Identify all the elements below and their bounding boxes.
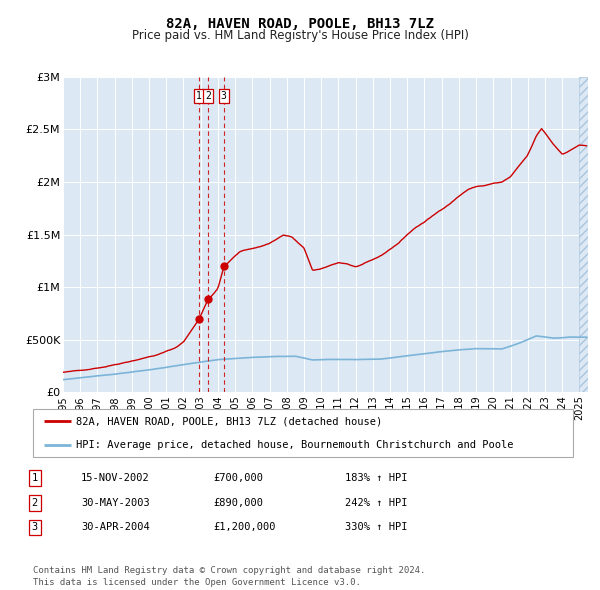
Text: £700,000: £700,000 xyxy=(213,473,263,483)
Text: 242% ↑ HPI: 242% ↑ HPI xyxy=(345,498,407,507)
Text: 1: 1 xyxy=(32,473,38,483)
Text: 30-APR-2004: 30-APR-2004 xyxy=(81,523,150,532)
Text: 2: 2 xyxy=(205,91,211,101)
Text: 183% ↑ HPI: 183% ↑ HPI xyxy=(345,473,407,483)
Text: £890,000: £890,000 xyxy=(213,498,263,507)
Text: Price paid vs. HM Land Registry's House Price Index (HPI): Price paid vs. HM Land Registry's House … xyxy=(131,30,469,42)
Text: 2: 2 xyxy=(32,498,38,507)
Text: 15-NOV-2002: 15-NOV-2002 xyxy=(81,473,150,483)
Text: Contains HM Land Registry data © Crown copyright and database right 2024.
This d: Contains HM Land Registry data © Crown c… xyxy=(33,566,425,587)
Text: 3: 3 xyxy=(32,523,38,532)
Text: 330% ↑ HPI: 330% ↑ HPI xyxy=(345,523,407,532)
Text: 82A, HAVEN ROAD, POOLE, BH13 7LZ (detached house): 82A, HAVEN ROAD, POOLE, BH13 7LZ (detach… xyxy=(76,416,383,426)
Polygon shape xyxy=(580,77,588,392)
Text: HPI: Average price, detached house, Bournemouth Christchurch and Poole: HPI: Average price, detached house, Bour… xyxy=(76,440,514,450)
FancyBboxPatch shape xyxy=(33,409,573,457)
Text: 82A, HAVEN ROAD, POOLE, BH13 7LZ: 82A, HAVEN ROAD, POOLE, BH13 7LZ xyxy=(166,17,434,31)
Text: 30-MAY-2003: 30-MAY-2003 xyxy=(81,498,150,507)
Text: £1,200,000: £1,200,000 xyxy=(213,523,275,532)
Text: 1: 1 xyxy=(196,91,202,101)
Text: 3: 3 xyxy=(221,91,227,101)
